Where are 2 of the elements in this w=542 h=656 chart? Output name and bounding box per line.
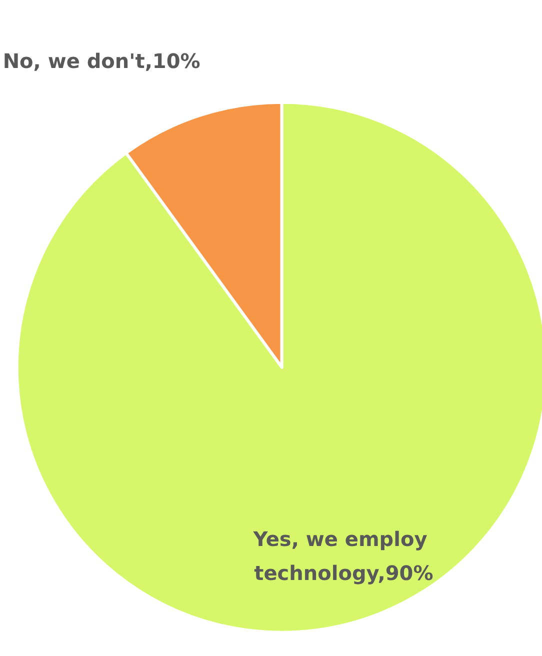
slice-label: No, we don't,10% [2, 49, 200, 74]
slice-label: Yes, we employ technology,90% [252, 527, 434, 586]
